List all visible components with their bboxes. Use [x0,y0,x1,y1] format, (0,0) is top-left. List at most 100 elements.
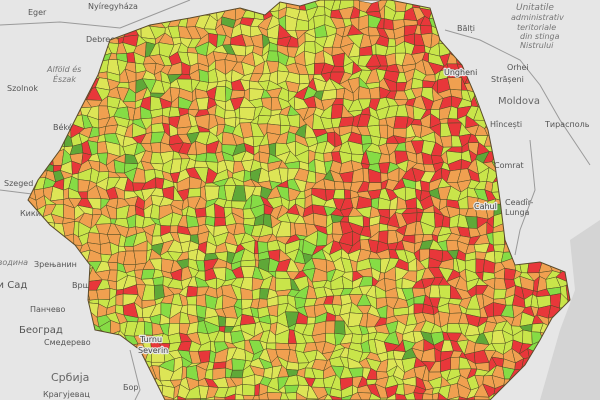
municipality-cell[interactable] [175,9,193,19]
municipality-cell[interactable] [92,208,102,216]
municipality-cell[interactable] [7,108,19,119]
municipality-cell[interactable] [591,92,600,101]
municipality-cell[interactable] [0,216,12,228]
municipality-cell[interactable] [538,194,549,210]
municipality-cell[interactable] [591,200,600,208]
municipality-cell[interactable] [68,96,83,109]
municipality-cell[interactable] [33,61,46,76]
municipality-cell[interactable] [41,94,54,110]
municipality-cell[interactable] [33,312,47,324]
municipality-cell[interactable] [528,78,541,94]
municipality-cell[interactable] [567,34,574,47]
municipality-cell[interactable] [8,384,21,395]
municipality-cell[interactable] [0,350,6,361]
municipality-cell[interactable] [385,52,397,67]
municipality-cell[interactable] [522,129,530,134]
municipality-cell[interactable] [478,0,489,8]
municipality-cell[interactable] [546,172,561,184]
municipality-cell[interactable] [520,367,535,382]
municipality-cell[interactable] [3,231,12,243]
municipality-cell[interactable] [554,213,569,228]
municipality-cell[interactable] [0,97,12,108]
municipality-cell[interactable] [383,18,394,31]
municipality-cell[interactable] [492,230,505,246]
municipality-cell[interactable] [357,392,372,400]
municipality-cell[interactable] [54,131,66,148]
municipality-cell[interactable] [575,108,588,119]
municipality-cell[interactable] [79,302,91,320]
municipality-cell[interactable] [482,0,499,12]
municipality-cell[interactable] [37,86,47,100]
municipality-cell[interactable] [6,195,22,210]
municipality-cell[interactable] [547,158,561,175]
municipality-cell[interactable] [554,187,570,201]
municipality-cell[interactable] [483,25,495,37]
municipality-cell[interactable] [186,295,198,306]
municipality-cell[interactable] [106,376,121,391]
municipality-cell[interactable] [536,358,551,373]
municipality-cell[interactable] [294,222,308,237]
municipality-cell[interactable] [387,38,397,48]
municipality-cell[interactable] [10,267,17,277]
municipality-cell[interactable] [37,221,45,236]
municipality-cell[interactable] [518,176,530,191]
municipality-cell[interactable] [573,60,583,75]
municipality-cell[interactable] [0,225,11,235]
municipality-cell[interactable] [592,173,600,183]
municipality-cell[interactable] [438,26,452,40]
municipality-cell[interactable] [554,179,570,193]
municipality-cell[interactable] [531,376,544,389]
municipality-cell[interactable] [492,105,506,121]
municipality-cell[interactable] [0,206,12,217]
municipality-cell[interactable] [106,387,122,397]
municipality-cell[interactable] [36,24,49,36]
municipality-cell[interactable] [170,395,179,400]
municipality-cell[interactable] [55,238,64,254]
municipality-cell[interactable] [511,133,526,148]
municipality-cell[interactable] [7,118,19,125]
municipality-cell[interactable] [547,149,557,166]
municipality-cell[interactable] [584,134,593,144]
municipality-cell[interactable] [429,284,441,299]
municipality-cell[interactable] [53,356,67,368]
municipality-cell[interactable] [6,151,21,161]
municipality-cell[interactable] [6,323,18,333]
municipality-cell[interactable] [95,365,112,380]
municipality-cell[interactable] [531,242,543,256]
municipality-cell[interactable] [18,375,30,390]
municipality-cell[interactable] [420,180,430,192]
municipality-cell[interactable] [0,314,10,323]
municipality-cell[interactable] [295,392,308,400]
municipality-cell[interactable] [0,359,7,370]
municipality-cell[interactable] [86,52,102,63]
municipality-cell[interactable] [531,383,544,399]
municipality-cell[interactable] [59,5,70,21]
municipality-cell[interactable] [28,249,40,261]
municipality-cell[interactable] [547,330,560,341]
municipality-cell[interactable] [52,99,67,109]
municipality-cell[interactable] [556,144,570,157]
municipality-cell[interactable] [43,140,57,154]
municipality-cell[interactable] [488,62,499,75]
municipality-cell[interactable] [510,168,522,179]
municipality-cell[interactable] [547,225,557,237]
municipality-cell[interactable] [0,62,10,72]
municipality-cell[interactable] [500,135,516,147]
municipality-cell[interactable] [395,393,409,400]
municipality-cell[interactable] [537,350,551,362]
municipality-cell[interactable] [68,88,83,103]
municipality-cell[interactable] [466,396,477,400]
municipality-cell[interactable] [528,253,544,264]
municipality-cell[interactable] [368,86,381,100]
municipality-cell[interactable] [583,169,596,182]
municipality-cell[interactable] [577,52,588,67]
municipality-cell[interactable] [214,86,227,103]
municipality-cell[interactable] [456,396,469,400]
municipality-cell[interactable] [0,16,13,28]
municipality-cell[interactable] [547,101,559,112]
municipality-cell[interactable] [557,137,570,147]
municipality-cell[interactable] [16,44,29,55]
municipality-cell[interactable] [547,140,560,151]
municipality-cell[interactable] [16,303,31,315]
municipality-cell[interactable] [26,140,36,157]
